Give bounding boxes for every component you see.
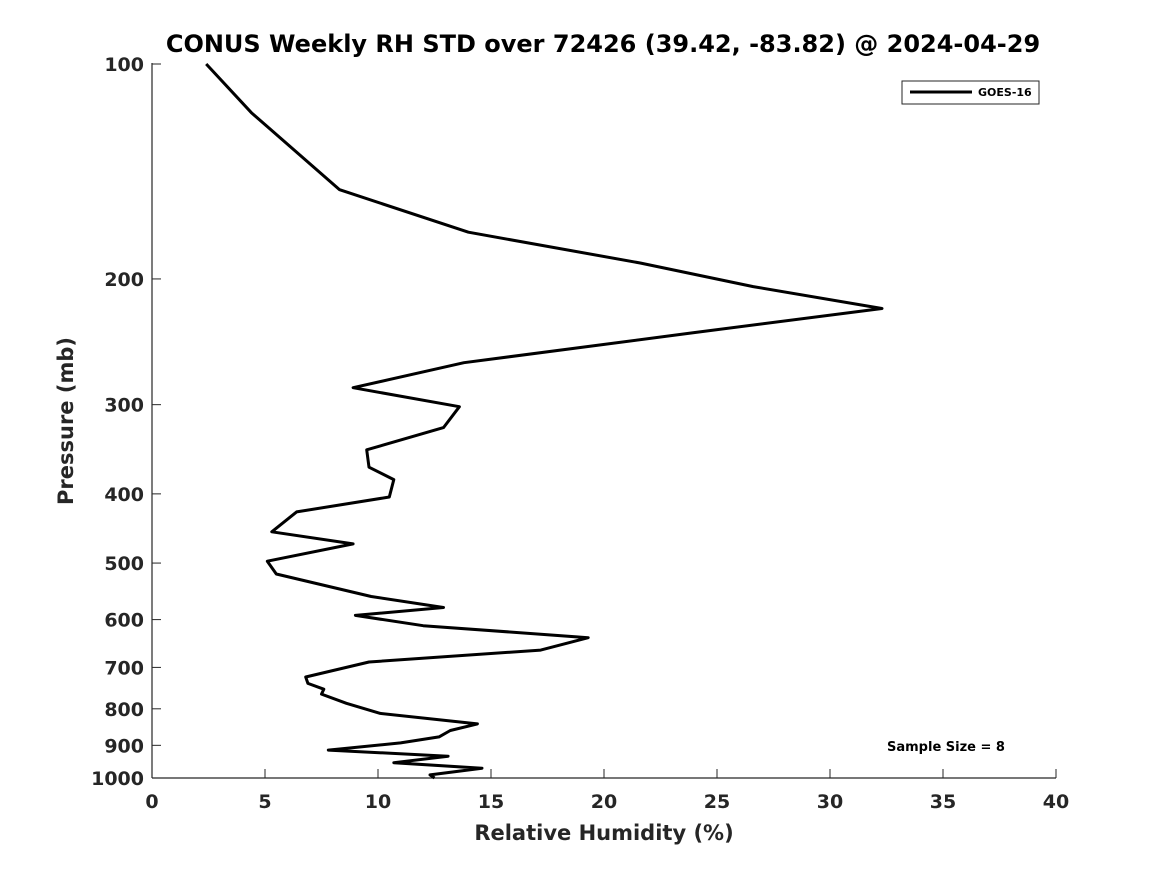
y-tick-label: 600: [104, 610, 144, 632]
x-tick-label: 25: [704, 791, 730, 813]
x-tick-label: 30: [817, 791, 843, 813]
legend: GOES-16: [901, 80, 1040, 105]
y-tick-label: 900: [104, 735, 144, 757]
x-tick-label: 35: [930, 791, 956, 813]
x-tick-label: 15: [478, 791, 504, 813]
y-tick-label: 800: [104, 699, 144, 721]
y-axis-label: Pressure (mb): [54, 337, 78, 505]
series-layer: [205, 62, 884, 780]
x-tick-label: 10: [365, 791, 391, 813]
chart-title: CONUS Weekly RH STD over 72426 (39.42, -…: [166, 30, 1040, 58]
y-ticks: 100 200 300 400 500 600 700 800 900 1000: [91, 54, 161, 790]
series-line-goes-16: [205, 62, 884, 780]
x-tick-label: 0: [145, 791, 158, 813]
x-axis-label: Relative Humidity (%): [474, 821, 733, 845]
legend-label: GOES-16: [978, 86, 1032, 99]
x-tick-label: 5: [258, 791, 271, 813]
x-ticks: 0 5 10 15 20 25 30 35 40: [145, 769, 1069, 813]
y-tick-label: 500: [104, 553, 144, 575]
y-tick-label: 200: [104, 269, 144, 291]
sample-size-annotation: Sample Size = 8: [887, 740, 1005, 755]
y-tick-label: 1000: [91, 768, 144, 790]
y-tick-label: 300: [104, 395, 144, 417]
x-tick-label: 40: [1043, 791, 1069, 813]
x-tick-label: 20: [591, 791, 617, 813]
y-tick-label: 400: [104, 484, 144, 506]
y-tick-label: 700: [104, 657, 144, 679]
y-tick-label: 100: [104, 54, 144, 76]
